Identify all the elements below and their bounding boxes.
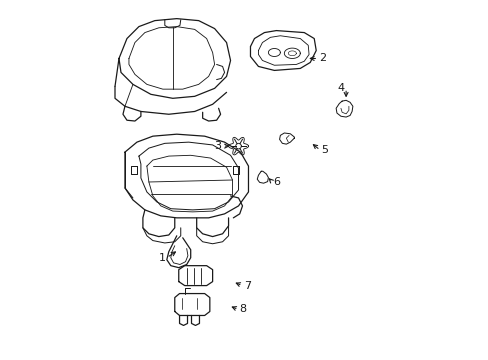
Text: 3: 3 (214, 141, 221, 151)
Text: 4: 4 (337, 84, 344, 93)
Text: 5: 5 (321, 145, 328, 155)
Text: 6: 6 (273, 177, 280, 187)
Text: 1: 1 (158, 253, 165, 263)
Text: 7: 7 (243, 280, 250, 291)
Text: 2: 2 (319, 54, 326, 63)
Text: 8: 8 (239, 305, 246, 315)
